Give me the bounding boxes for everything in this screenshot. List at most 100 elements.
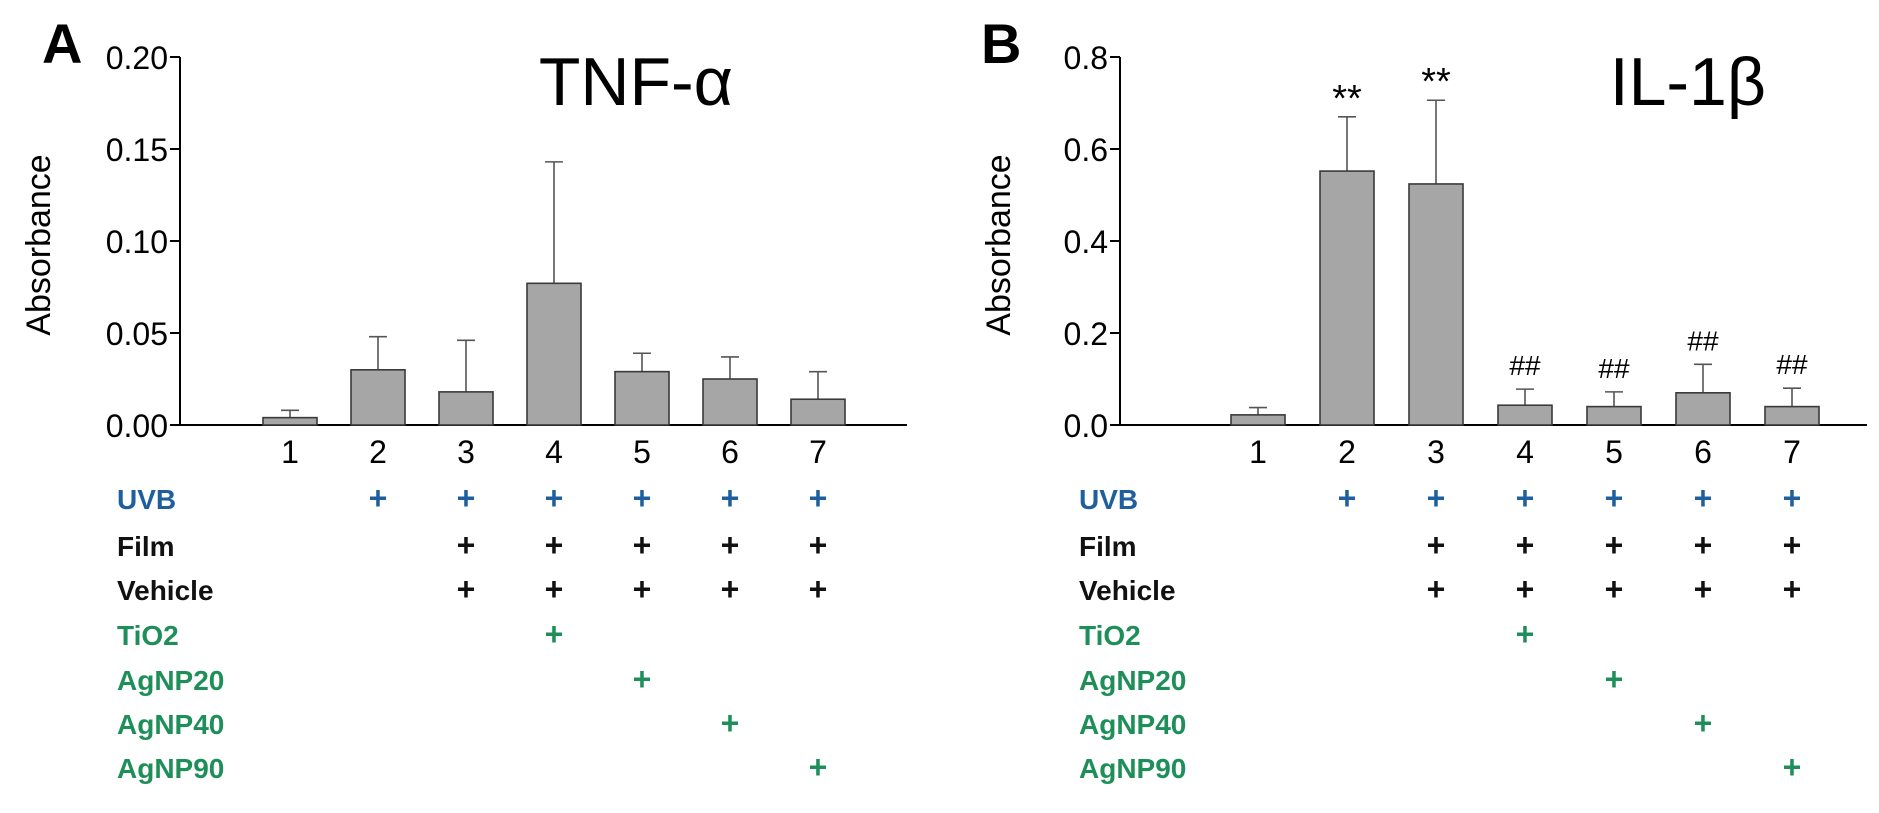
condition-plus: + <box>721 571 740 607</box>
condition-row-label: Film <box>1079 531 1137 562</box>
bar <box>438 391 494 426</box>
condition-plus: + <box>1338 480 1357 516</box>
y-axis-label: Absorbance <box>20 154 58 335</box>
y-tick-label: 0.05 <box>106 316 168 352</box>
condition-row-label: AgNP90 <box>117 753 224 784</box>
x-tick-label: 7 <box>809 434 827 470</box>
x-tick-label: 3 <box>457 434 475 470</box>
bar <box>1675 391 1731 426</box>
condition-plus: + <box>1427 527 1446 563</box>
x-tick-label: 2 <box>369 434 387 470</box>
condition-plus: + <box>633 480 652 516</box>
condition-plus: + <box>1516 616 1535 652</box>
significance-annotation: ** <box>1421 61 1451 103</box>
y-tick-label: 0.10 <box>106 224 168 260</box>
condition-plus: + <box>721 480 740 516</box>
condition-plus: + <box>633 527 652 563</box>
condition-plus: + <box>545 480 564 516</box>
condition-row-label: AgNP40 <box>1079 709 1186 740</box>
x-tick-label: 2 <box>1338 434 1356 470</box>
bar <box>1764 405 1820 426</box>
bar <box>614 370 670 426</box>
condition-plus: + <box>1605 527 1624 563</box>
condition-plus: + <box>633 661 652 697</box>
chart-title: TNF-α <box>539 44 733 120</box>
condition-plus: + <box>545 571 564 607</box>
condition-plus: + <box>809 527 828 563</box>
condition-row-label: TiO2 <box>1079 620 1141 651</box>
condition-row-label: AgNP40 <box>117 709 224 740</box>
y-axis-label: Absorbance <box>980 154 1018 335</box>
condition-plus: + <box>1694 527 1713 563</box>
condition-plus: + <box>1694 571 1713 607</box>
x-tick-label: 5 <box>1605 434 1623 470</box>
condition-row-label: UVB <box>1079 484 1138 515</box>
condition-plus: + <box>1605 661 1624 697</box>
bar <box>526 282 582 426</box>
condition-plus: + <box>809 571 828 607</box>
chart-title: IL-1β <box>1610 44 1766 120</box>
condition-plus: + <box>1783 571 1802 607</box>
y-tick-label: 0.20 <box>106 40 168 76</box>
condition-plus: + <box>1694 480 1713 516</box>
y-tick-label: 0.4 <box>1064 224 1108 260</box>
condition-row-label: Vehicle <box>1079 575 1176 606</box>
significance-annotation: ** <box>1332 78 1362 120</box>
x-tick-label: 4 <box>1516 434 1534 470</box>
condition-plus: + <box>1783 749 1802 785</box>
x-tick-label: 7 <box>1783 434 1801 470</box>
condition-plus: + <box>1605 571 1624 607</box>
y-tick-label: 0.8 <box>1064 40 1108 76</box>
significance-annotation: ## <box>1776 349 1808 380</box>
bar <box>1319 170 1375 426</box>
condition-row-label: AgNP20 <box>1079 665 1186 696</box>
x-tick-label: 1 <box>281 434 299 470</box>
panel-letter: A <box>42 12 82 75</box>
condition-plus: + <box>545 616 564 652</box>
x-tick-label: 6 <box>721 434 739 470</box>
panel-b: B IL-1β Absorbance 0.0 0.2 0.4 0.6 0.8 1 2 ** 3 ** 4 #… <box>980 12 1867 785</box>
condition-row-label: AgNP20 <box>117 665 224 696</box>
condition-plus: + <box>809 480 828 516</box>
condition-plus: + <box>1516 571 1535 607</box>
condition-plus: + <box>1783 527 1802 563</box>
condition-row-label: TiO2 <box>117 620 179 651</box>
condition-plus: + <box>721 527 740 563</box>
bar <box>1586 405 1642 426</box>
condition-plus: + <box>1427 480 1446 516</box>
y-tick-label: 0.0 <box>1064 408 1108 444</box>
condition-plus: + <box>369 480 388 516</box>
condition-plus: + <box>1694 705 1713 741</box>
panel-letter: B <box>981 12 1021 75</box>
y-tick-label: 0.6 <box>1064 132 1108 168</box>
condition-row-label: UVB <box>117 484 176 515</box>
x-tick-label: 5 <box>633 434 651 470</box>
condition-plus: + <box>1783 480 1802 516</box>
bar <box>1408 183 1464 426</box>
condition-plus: + <box>457 571 476 607</box>
bar <box>1497 404 1553 426</box>
x-tick-label: 6 <box>1694 434 1712 470</box>
condition-row-label: Vehicle <box>117 575 214 606</box>
condition-plus: + <box>1516 527 1535 563</box>
x-tick-label: 3 <box>1427 434 1445 470</box>
significance-annotation: ## <box>1598 353 1630 384</box>
bar <box>350 368 406 426</box>
significance-annotation: ## <box>1509 350 1541 381</box>
bar <box>262 416 318 426</box>
condition-plus: + <box>1516 480 1535 516</box>
panel-a: A TNF-α Absorbance 0.00 0.05 0.10 0.15 0.20 1 2 3 4… <box>20 12 907 785</box>
y-tick-label: 0.00 <box>106 408 168 444</box>
x-tick-label: 1 <box>1249 434 1267 470</box>
condition-plus: + <box>721 705 740 741</box>
bar <box>1230 414 1286 426</box>
condition-plus: + <box>457 527 476 563</box>
y-tick-label: 0.15 <box>106 132 168 168</box>
bar <box>790 398 846 426</box>
condition-plus: + <box>809 749 828 785</box>
condition-plus: + <box>545 527 564 563</box>
condition-plus: + <box>633 571 652 607</box>
condition-row-label: AgNP90 <box>1079 753 1186 784</box>
significance-annotation: ## <box>1687 325 1719 356</box>
